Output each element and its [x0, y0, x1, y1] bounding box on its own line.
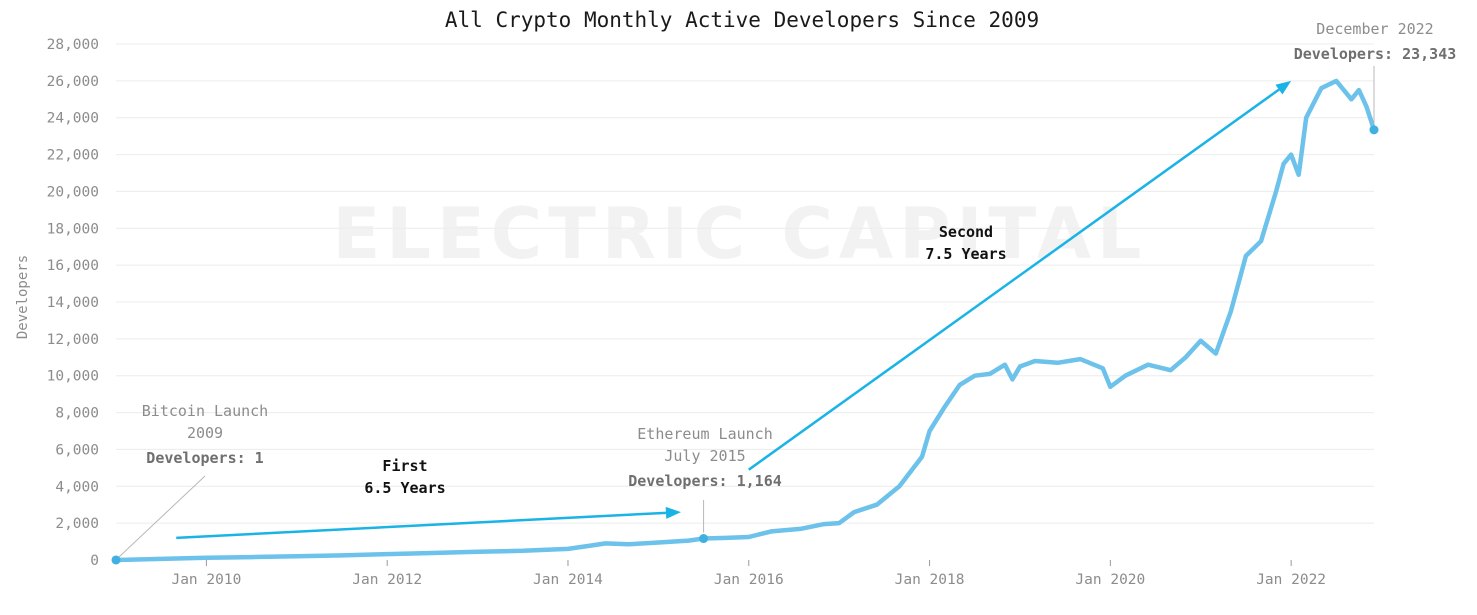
y-tick-label: 0 [90, 553, 99, 569]
arrow-head [665, 506, 681, 519]
y-tick-label: 16,000 [47, 258, 99, 274]
y-tick-label: 6,000 [55, 442, 99, 458]
y-tick-label: 26,000 [47, 74, 99, 90]
x-axis-ticks: Jan 2010 Jan 2012 Jan 2014 Jan 2016 Jan 2018… [171, 560, 1326, 588]
ethereum-annotation-title: Ethereum Launch [637, 425, 772, 443]
arrow-line [748, 88, 1280, 471]
chart-title: All Crypto Monthly Active Developers Sin… [445, 8, 1039, 32]
y-tick-label: 22,000 [47, 148, 99, 164]
data-marker [1369, 125, 1379, 135]
first-period-label: First [382, 457, 427, 475]
bitcoin-annotation-developers: Developers: 1 [146, 449, 263, 467]
data-marker [699, 534, 709, 544]
ethereum-annotation-date: July 2015 [664, 447, 745, 465]
y-tick-label: 28,000 [47, 37, 99, 53]
second-period-label: Second [939, 223, 993, 241]
y-axis-label: Developers [15, 255, 31, 339]
series-layer [113, 78, 1377, 563]
y-tick-label: 24,000 [47, 111, 99, 127]
x-tick-label: Jan 2010 [171, 572, 241, 588]
latest-annotation-date: December 2022 [1316, 20, 1433, 38]
x-tick-label: Jan 2018 [895, 572, 965, 588]
bitcoin-annotation-title: Bitcoin Launch [142, 402, 268, 420]
y-tick-label: 8,000 [55, 406, 99, 422]
arrow-head [1275, 80, 1292, 95]
x-tick-label: Jan 2012 [352, 572, 422, 588]
bitcoin-annotation-year: 2009 [187, 424, 223, 442]
y-tick-label: 14,000 [47, 295, 99, 311]
gridlines [116, 43, 1374, 524]
marker-layer [111, 125, 1379, 565]
x-tick-label: Jan 2020 [1075, 572, 1145, 588]
second-period-years: 7.5 Years [925, 245, 1006, 263]
y-tick-label: 4,000 [55, 479, 99, 495]
x-tick-label: Jan 2022 [1256, 572, 1326, 588]
first-period-years: 6.5 Years [364, 479, 445, 497]
arrow-layer [176, 80, 1292, 540]
series-line [113, 78, 1377, 563]
y-tick-label: 18,000 [47, 221, 99, 237]
y-tick-label: 2,000 [55, 516, 99, 532]
annotation-leaders [118, 66, 1375, 558]
y-tick-label: 10,000 [47, 369, 99, 385]
data-marker [111, 555, 121, 565]
x-tick-label: Jan 2016 [714, 572, 784, 588]
latest-annotation-developers: Developers: 23,343 [1294, 45, 1457, 63]
y-tick-label: 12,000 [47, 332, 99, 348]
watermark: ELECTRIC CAPITAL [332, 193, 1147, 275]
arrow-line [176, 511, 667, 540]
x-tick-label: Jan 2014 [533, 572, 603, 588]
y-axis-ticks: 0 2,000 4,000 6,000 8,000 10,000 12,000 14,000 1… [47, 37, 99, 569]
leader-line [118, 475, 206, 558]
y-tick-label: 20,000 [47, 184, 99, 200]
ethereum-annotation-developers: Developers: 1,164 [628, 472, 782, 490]
